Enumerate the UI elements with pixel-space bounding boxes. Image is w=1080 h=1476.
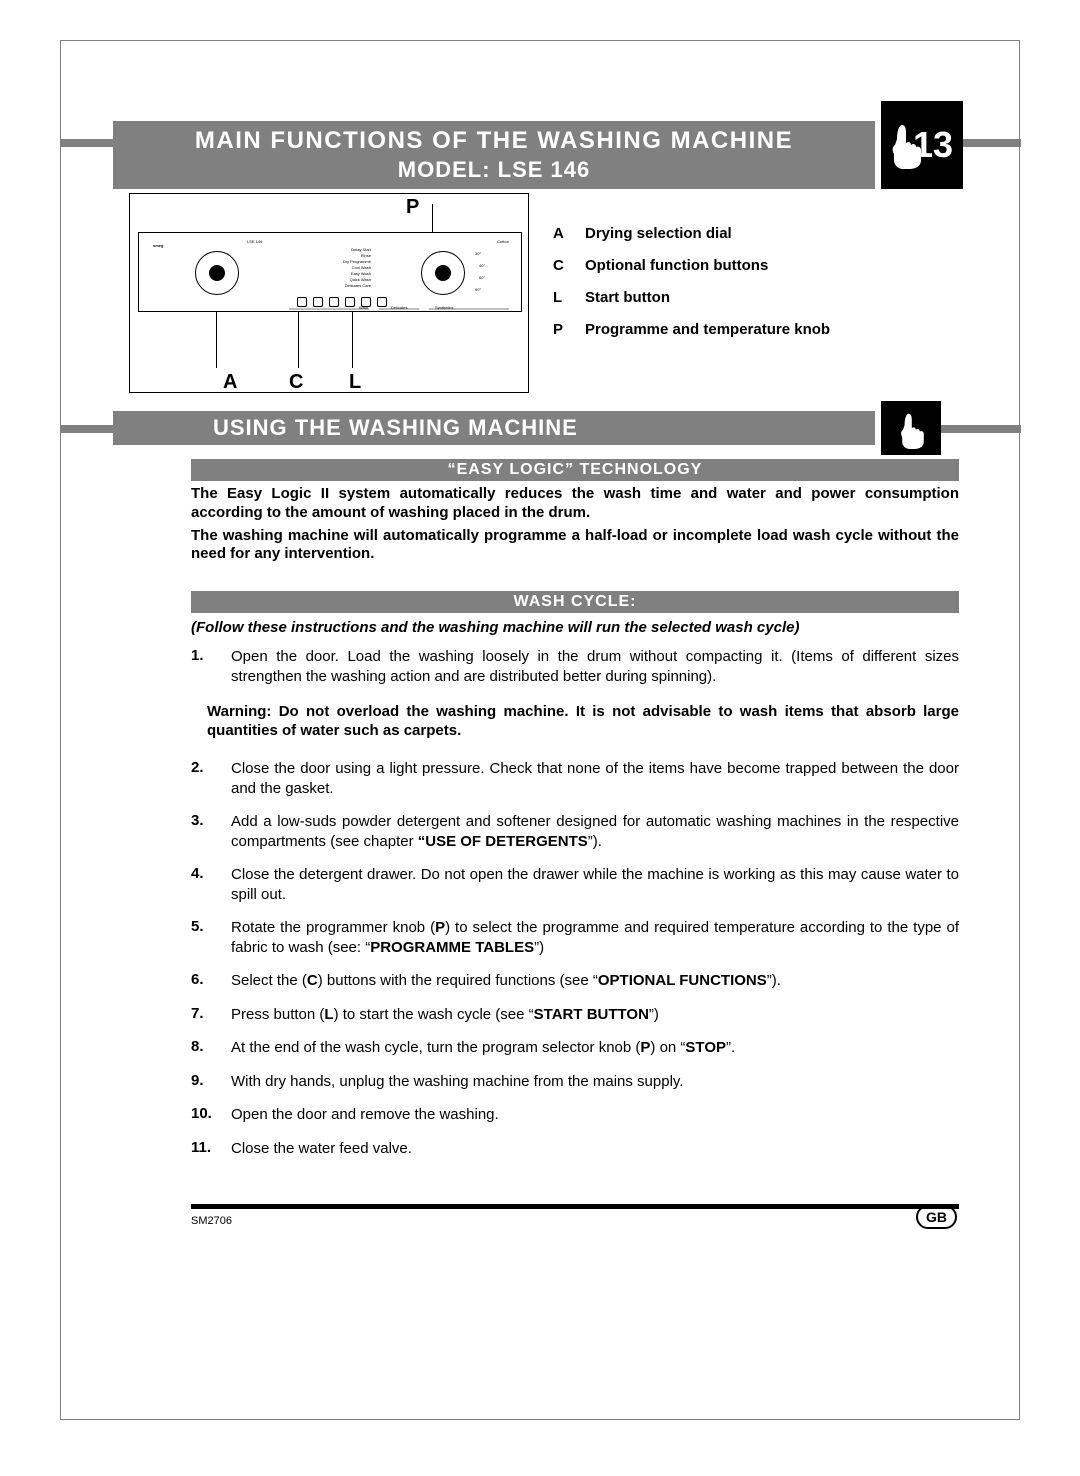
hand-icon [893, 409, 929, 449]
step-text: Close the detergent drawer. Do not open … [231, 865, 959, 904]
step-text: Close the door using a light pressure. C… [231, 759, 959, 798]
control-panel-diagram: smeg LSE 146 Cotton Wool Delicates Synth… [129, 193, 529, 393]
steps-list-2: 2.Close the door using a light pressure.… [191, 759, 959, 1172]
panel-outline: smeg LSE 146 Cotton Wool Delicates Synth… [138, 232, 522, 312]
step-item: 5.Rotate the programmer knob (P) to sele… [191, 918, 959, 957]
legend-row: COptional function buttons [553, 251, 830, 281]
steps-list-1: 1. Open the door. Load the washing loose… [191, 647, 959, 700]
hand-icon [887, 119, 923, 169]
subheading-easy: “EASY LOGIC” TECHNOLOGY [191, 459, 959, 481]
diagram-label-a: A [223, 371, 237, 394]
step-number: 8. [191, 1038, 231, 1058]
step-item: 1. Open the door. Load the washing loose… [191, 647, 959, 686]
header-bar: MAIN FUNCTIONS OF THE WASHING MACHINE MO… [113, 121, 875, 189]
step-text: With dry hands, unplug the washing machi… [231, 1072, 959, 1092]
section-badge [881, 401, 941, 455]
leader-a [216, 312, 217, 368]
svg-text:Cotton: Cotton [497, 239, 509, 244]
svg-text:40°: 40° [479, 263, 485, 268]
step-item: 9.With dry hands, unplug the washing mac… [191, 1072, 959, 1092]
svg-text:30°: 30° [475, 251, 481, 256]
leader-p [432, 204, 433, 232]
svg-text:60°: 60° [479, 275, 485, 280]
step-item: 4.Close the detergent drawer. Do not ope… [191, 865, 959, 904]
step-number: 10. [191, 1105, 231, 1125]
diagram-label-l: L [349, 371, 361, 394]
step-text: Open the door and remove the washing. [231, 1105, 959, 1125]
step-item: 2.Close the door using a light pressure.… [191, 759, 959, 798]
step-item: 11.Close the water feed valve. [191, 1139, 959, 1159]
page-badge: 13 [881, 101, 963, 189]
leader-l [352, 312, 353, 368]
header-rule-left [61, 139, 113, 147]
panel-text-svg: smeg LSE 146 Cotton Wool Delicates Synth… [139, 233, 523, 313]
step-text: Press button (L) to start the wash cycle… [231, 1005, 959, 1025]
svg-text:Rinse: Rinse [361, 253, 372, 258]
easy-logic-paragraphs: The Easy Logic II system automatically r… [191, 485, 959, 564]
step-item: 6.Select the (C) buttons with the requir… [191, 971, 959, 991]
warning-text: Warning: Do not overload the washing mac… [207, 703, 959, 741]
svg-text:LSE 146: LSE 146 [247, 239, 263, 244]
legend: ADrying selection dial COptional functio… [551, 217, 832, 347]
svg-text:Delay Start: Delay Start [351, 247, 372, 252]
section-title: USING THE WASHING MACHINE [213, 415, 578, 441]
leader-c [298, 312, 299, 368]
step-text: Select the (C) buttons with the required… [231, 971, 959, 991]
step-text: At the end of the wash cycle, turn the p… [231, 1038, 959, 1058]
step-item: 10.Open the door and remove the washing. [191, 1105, 959, 1125]
svg-text:Easy Wash: Easy Wash [351, 271, 371, 276]
section-rule-right [941, 425, 1021, 433]
easy-text-1: The Easy Logic II system automatically r… [191, 485, 959, 523]
step-number: 5. [191, 918, 231, 957]
easy-text-2: The washing machine will automatically p… [191, 527, 959, 565]
step-number: 7. [191, 1005, 231, 1025]
country-badge: GB [916, 1205, 957, 1229]
header-line2: MODEL: LSE 146 [398, 157, 590, 183]
svg-text:90°: 90° [475, 287, 481, 292]
step-number: 4. [191, 865, 231, 904]
step-number: 9. [191, 1072, 231, 1092]
step-text: Close the water feed valve. [231, 1139, 959, 1159]
step-text: Add a low-suds powder detergent and soft… [231, 812, 959, 851]
svg-text:Quick Wash: Quick Wash [350, 277, 371, 282]
svg-text:Delicates Care: Delicates Care [345, 283, 372, 288]
legend-row: LStart button [553, 283, 830, 313]
svg-text:Dry Programme: Dry Programme [343, 259, 372, 264]
header-line1: MAIN FUNCTIONS OF THE WASHING MACHINE [195, 127, 793, 155]
svg-text:smeg: smeg [153, 243, 164, 248]
diagram-label-c: C [289, 371, 303, 394]
diagram-label-p: P [406, 196, 419, 219]
svg-text:Cool Wash: Cool Wash [352, 265, 371, 270]
step-number: 2. [191, 759, 231, 798]
manual-page: 13 MAIN FUNCTIONS OF THE WASHING MACHINE… [60, 40, 1020, 1420]
footer-code: SM2706 [191, 1215, 232, 1227]
section-bar-using: USING THE WASHING MACHINE [113, 411, 875, 445]
step-number: 3. [191, 812, 231, 851]
legend-row: PProgramme and temperature knob [553, 315, 830, 345]
step-text: Rotate the programmer knob (P) to select… [231, 918, 959, 957]
step-number: 11. [191, 1139, 231, 1159]
step-item: 3.Add a low-suds powder detergent and so… [191, 812, 959, 851]
step-item: 8.At the end of the wash cycle, turn the… [191, 1038, 959, 1058]
header-rule-right [963, 139, 1021, 147]
section-rule-left [61, 425, 113, 433]
legend-row: ADrying selection dial [553, 219, 830, 249]
step-number: 6. [191, 971, 231, 991]
follow-instructions: (Follow these instructions and the washi… [191, 619, 959, 636]
step-item: 7.Press button (L) to start the wash cyc… [191, 1005, 959, 1025]
subheading-wash: WASH CYCLE: [191, 591, 959, 613]
footer-rule [191, 1204, 959, 1209]
